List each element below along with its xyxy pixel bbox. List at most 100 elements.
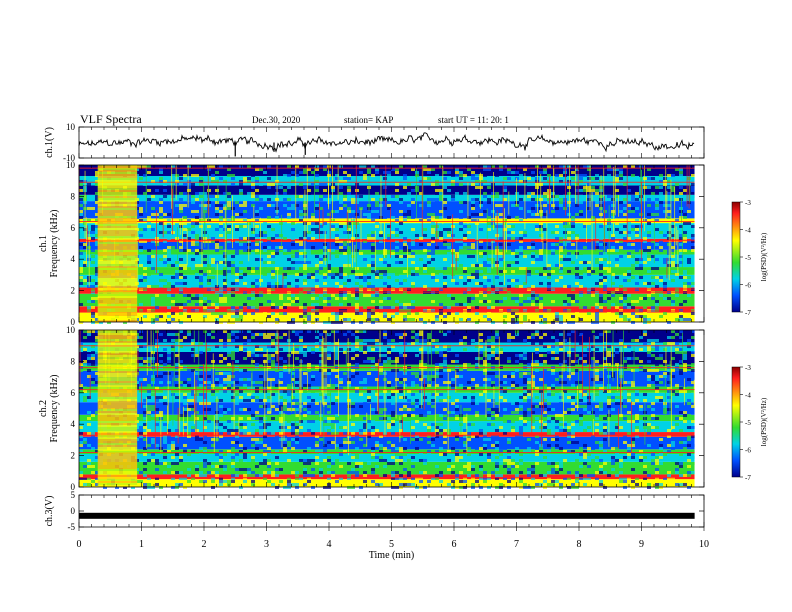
noise-cell [419, 360, 423, 363]
noise-cell [311, 378, 315, 381]
noise-cell [235, 273, 239, 276]
noise-cell [263, 249, 267, 252]
noise-cell [507, 279, 511, 282]
noise-cell [479, 180, 483, 183]
noise-cell [683, 198, 687, 201]
noise-cell [95, 195, 99, 198]
noise-cell [199, 474, 203, 477]
noise-cell [319, 438, 323, 441]
noise-cell [335, 387, 339, 390]
noise-cell [239, 315, 243, 318]
noise-cell [387, 171, 391, 174]
noise-cell [363, 402, 367, 405]
noise-cell [155, 339, 159, 342]
noise-cell [203, 267, 207, 270]
noise-cell [179, 312, 183, 315]
noise-cell [483, 192, 487, 195]
noise-cell [519, 180, 523, 183]
noise-cell [507, 285, 511, 288]
noise-cell [83, 282, 87, 285]
noise-cell [275, 321, 279, 324]
noise-cell [95, 354, 99, 357]
noise-cell [259, 234, 263, 237]
noise-cell [595, 258, 599, 261]
noise-cell [327, 270, 331, 273]
noise-cell [211, 261, 215, 264]
noise-cell [147, 222, 151, 225]
noise-cell [199, 180, 203, 183]
noise-cell [559, 180, 563, 183]
noise-cell [155, 297, 159, 300]
noise-cell [407, 375, 411, 378]
noise-cell [647, 177, 651, 180]
noise-cell [439, 312, 443, 315]
noise-cell [203, 456, 207, 459]
noise-cell [619, 309, 623, 312]
noise-cell [527, 264, 531, 267]
noise-cell [191, 174, 195, 177]
noise-cell [311, 177, 315, 180]
noise-cell [383, 306, 387, 309]
noise-cell [247, 378, 251, 381]
noise-cell [599, 258, 603, 261]
noise-cell [563, 198, 567, 201]
noise-cell [363, 225, 367, 228]
noise-cell [375, 387, 379, 390]
noise-cell [595, 282, 599, 285]
noise-cell [331, 426, 335, 429]
noise-cell [303, 390, 307, 393]
noise-cell [239, 348, 243, 351]
noise-cell [291, 228, 295, 231]
noise-cell [635, 309, 639, 312]
noise-cell [415, 189, 419, 192]
noise-cell [527, 297, 531, 300]
spectral-band [79, 218, 695, 224]
noise-cell [187, 480, 191, 483]
noise-cell [659, 282, 663, 285]
noise-cell [187, 369, 191, 372]
spectral-band [79, 479, 695, 487]
noise-cell [147, 261, 151, 264]
noise-cell [239, 192, 243, 195]
noise-cell [147, 315, 151, 318]
noise-cell [235, 219, 239, 222]
noise-cell [155, 306, 159, 309]
noise-cell [95, 168, 99, 171]
noise-cell [683, 237, 687, 240]
noise-cell [163, 402, 167, 405]
noise-cell [347, 303, 351, 306]
noise-cell [375, 363, 379, 366]
noise-cell [467, 306, 471, 309]
noise-cell [195, 234, 199, 237]
noise-cell [311, 468, 315, 471]
noise-cell [651, 177, 655, 180]
noise-cell [231, 294, 235, 297]
noise-cell [335, 177, 339, 180]
noise-cell [79, 276, 83, 279]
noise-cell [287, 207, 291, 210]
noise-cell [691, 309, 695, 312]
noise-cell [587, 186, 591, 189]
noise-cell [411, 468, 415, 471]
noise-cell [391, 168, 395, 171]
noise-cell [527, 186, 531, 189]
noise-cell [279, 432, 283, 435]
noise-cell [595, 303, 599, 306]
noise-cell [455, 171, 459, 174]
noise-cell [439, 216, 443, 219]
noise-cell [383, 315, 387, 318]
noise-cell [279, 285, 283, 288]
ch1-ylabel: ch.1(V) [44, 127, 55, 158]
noise-cell [379, 372, 383, 375]
noise-cell [271, 312, 275, 315]
noise-cell [551, 231, 555, 234]
noise-cell [615, 189, 619, 192]
noise-cell [411, 261, 415, 264]
noise-cell [575, 276, 579, 279]
noise-cell [151, 297, 155, 300]
noise-cell [683, 270, 687, 273]
noise-cell [339, 309, 343, 312]
noise-cell [395, 246, 399, 249]
noise-cell [447, 228, 451, 231]
noise-cell [467, 276, 471, 279]
